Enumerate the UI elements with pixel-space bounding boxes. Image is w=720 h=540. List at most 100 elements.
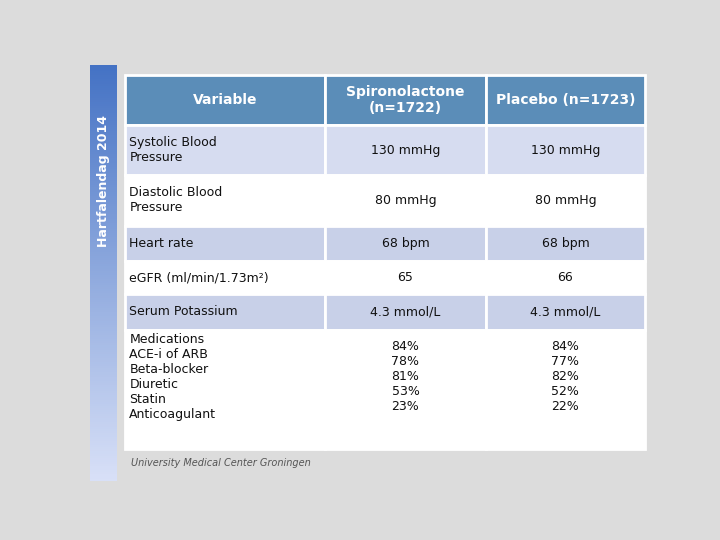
Bar [90, 165, 117, 167]
Bar [90, 349, 117, 352]
Bar [90, 308, 117, 310]
Bar [90, 100, 117, 102]
Bar [90, 127, 117, 129]
Bar [90, 71, 117, 73]
Bar [90, 310, 117, 312]
Bar [90, 474, 117, 476]
Text: 130 mmHg: 130 mmHg [371, 144, 440, 157]
Bar [90, 321, 117, 322]
Bar [90, 446, 117, 447]
Bar [90, 346, 117, 348]
Bar [90, 298, 117, 300]
Bar [90, 352, 117, 354]
Text: 84%
78%
81%
53%
23%: 84% 78% 81% 53% 23% [392, 340, 420, 413]
Text: 4.3 mmol/L: 4.3 mmol/L [370, 306, 441, 319]
Bar [90, 229, 117, 231]
Bar [485, 176, 645, 226]
Bar [325, 330, 485, 449]
Bar [90, 412, 117, 414]
Bar [90, 391, 117, 393]
Bar [90, 416, 117, 418]
Bar [90, 106, 117, 109]
Bar [325, 125, 485, 176]
Bar [90, 235, 117, 238]
Bar [90, 422, 117, 424]
Bar [90, 402, 117, 404]
Bar [90, 404, 117, 406]
Bar [90, 468, 117, 470]
Bar [125, 125, 325, 176]
Bar [90, 244, 117, 246]
Bar [90, 181, 117, 183]
Bar [90, 439, 117, 441]
Bar [90, 408, 117, 410]
Bar [90, 302, 117, 304]
Bar [485, 294, 645, 330]
Bar [90, 389, 117, 391]
Bar [325, 176, 485, 226]
Bar [90, 133, 117, 136]
Bar [90, 73, 117, 75]
Bar [90, 125, 117, 127]
Bar [90, 102, 117, 104]
Bar [90, 437, 117, 439]
Bar [90, 373, 117, 375]
Text: 80 mmHg: 80 mmHg [374, 194, 436, 207]
Bar [90, 246, 117, 248]
Bar [90, 383, 117, 385]
Bar [90, 96, 117, 98]
Bar [90, 283, 117, 285]
Bar [90, 319, 117, 321]
Bar [90, 250, 117, 252]
Bar [325, 75, 485, 125]
Bar [90, 163, 117, 165]
Bar [90, 265, 117, 266]
Bar [90, 348, 117, 349]
Bar [90, 202, 117, 204]
Bar [90, 262, 117, 265]
Bar [90, 429, 117, 431]
Bar [90, 395, 117, 397]
Bar [90, 368, 117, 370]
Bar [90, 154, 117, 156]
Bar [90, 75, 117, 77]
Bar [90, 381, 117, 383]
Bar [90, 478, 117, 481]
Bar [90, 339, 117, 341]
Bar [90, 393, 117, 395]
Bar [90, 198, 117, 200]
Text: 84%
77%
82%
52%
22%: 84% 77% 82% 52% 22% [552, 340, 580, 413]
Bar [325, 226, 485, 261]
Bar [90, 94, 117, 96]
Bar [90, 113, 117, 114]
Bar [90, 121, 117, 123]
Bar [90, 208, 117, 210]
Bar [90, 285, 117, 287]
Bar [90, 141, 117, 144]
Bar [90, 109, 117, 111]
Bar [90, 333, 117, 335]
Text: eGFR (ml/min/1.73m²): eGFR (ml/min/1.73m²) [130, 271, 269, 284]
Bar [90, 177, 117, 179]
Bar [90, 185, 117, 187]
Bar [90, 206, 117, 208]
Bar [125, 226, 325, 261]
Bar [90, 364, 117, 366]
Bar [90, 179, 117, 181]
Bar [90, 277, 117, 279]
Text: University Medical Center Groningen: University Medical Center Groningen [131, 458, 310, 468]
Bar [90, 111, 117, 113]
Bar [90, 241, 117, 244]
Bar [90, 123, 117, 125]
Bar [90, 204, 117, 206]
Bar [90, 190, 117, 192]
Bar [90, 362, 117, 364]
Bar [90, 420, 117, 422]
Bar [90, 443, 117, 446]
Text: 4.3 mmol/L: 4.3 mmol/L [530, 306, 600, 319]
Bar [90, 152, 117, 154]
Bar [90, 410, 117, 412]
Bar [90, 87, 117, 90]
Bar [90, 117, 117, 119]
Text: Variable: Variable [193, 93, 258, 107]
